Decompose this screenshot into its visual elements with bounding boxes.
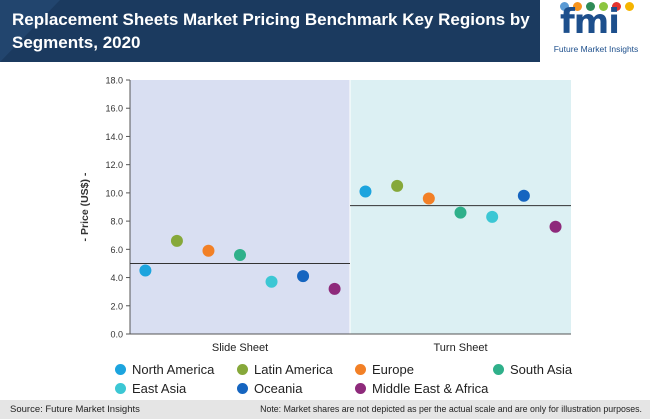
header-banner: Replacement Sheets Market Pricing Benchm… [0,0,650,62]
data-point [454,206,467,219]
y-tick-label: 18.0 [105,76,123,86]
fmi-logo: fmi Future Market Insights [540,0,650,62]
data-point [359,185,372,198]
logo-dots [560,0,640,14]
legend-item: Oceania [237,381,302,397]
y-tick-label: 14.0 [105,132,123,142]
data-point [139,264,152,277]
logo-dot [573,2,582,11]
legend-marker [237,364,248,375]
chart-title: Replacement Sheets Market Pricing Benchm… [12,10,530,52]
data-point [517,189,530,202]
logo-subtitle: Future Market Insights [553,44,639,54]
legend-item: East Asia [115,381,186,397]
legend-marker [493,364,504,375]
legend-marker [115,383,126,394]
logo-mark: fmi [560,2,620,42]
logo-dot [586,2,595,11]
data-point [202,244,215,257]
legend-marker [115,364,126,375]
legend-marker [237,383,248,394]
data-point [328,282,341,295]
source-text: Source: Future Market Insights [10,404,140,415]
y-tick-label: 16.0 [105,104,123,114]
legend-item: Middle East & Africa [355,381,488,397]
legend-item: North America [115,362,214,378]
y-tick-label: 2.0 [110,301,123,311]
y-tick-label: 8.0 [110,217,123,227]
data-point [265,275,278,288]
logo-dot [599,2,608,11]
data-point [422,192,435,205]
panel-slide-sheet [130,80,350,334]
y-tick-label: 0.0 [110,330,123,340]
footer-bar: Source: Future Market Insights Note: Mar… [0,400,650,419]
legend-item: Europe [355,362,414,378]
legend-item: South Asia [493,362,572,378]
data-point [391,179,404,192]
note-text: Note: Market shares are not depicted as … [260,404,642,414]
data-point [170,234,183,247]
y-tick-label: 6.0 [110,245,123,255]
header-accent [0,0,60,62]
category-label: Turn Sheet [433,342,487,354]
legend-label: North America [132,362,215,377]
legend-label: Oceania [254,381,303,396]
y-axis-label: - Price (US$) - [79,172,91,241]
legend-label: East Asia [132,381,187,396]
category-label: Slide Sheet [212,342,268,354]
legend-marker [355,364,366,375]
logo-dot [625,2,634,11]
data-point [234,248,246,261]
scatter-chart: 0.0 2.0 4.0 6.0 8.0 10.0 12.0 14.0 16.0 18.0 - Pri… [79,76,571,354]
data-point [297,270,310,283]
data-point [486,210,499,223]
legend-label: South Asia [510,362,573,377]
y-tick-label: 10.0 [105,188,123,198]
legend-label: Europe [372,362,414,377]
y-tick-label: 12.0 [105,160,123,170]
y-tick-label: 4.0 [110,273,123,283]
logo-dot [560,2,569,11]
logo-dot [612,2,621,11]
data-point [549,220,562,233]
legend-marker [355,383,366,394]
chart-legend: North America Latin America Europe South As… [115,362,572,400]
legend-label: Latin America [254,362,333,377]
legend-item: Latin America [237,362,333,378]
legend-label: Middle East & Africa [372,381,489,396]
